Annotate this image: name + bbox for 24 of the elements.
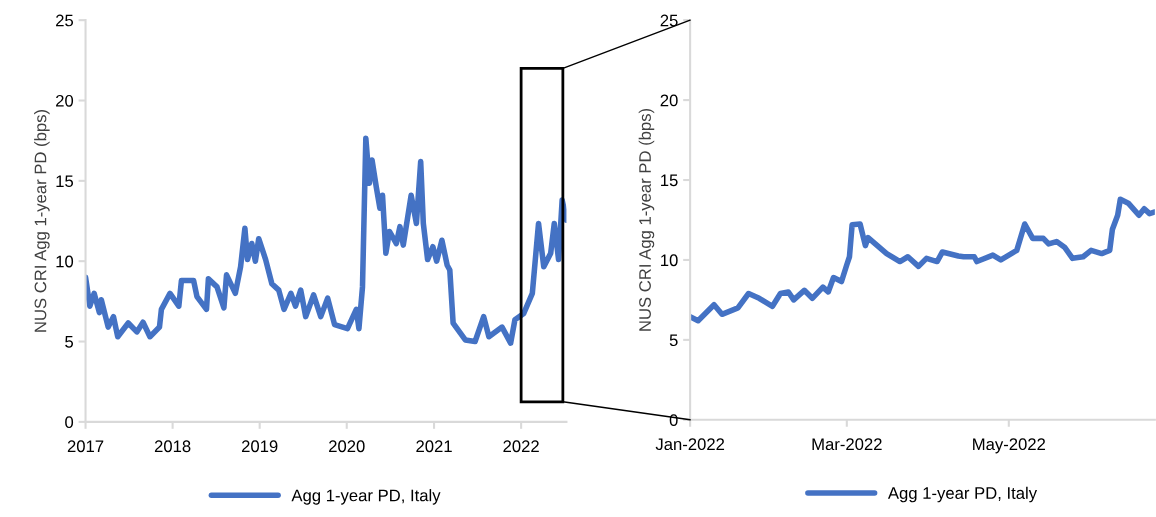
- y-axis-title: NUS CRI Agg 1-year PD (bps): [638, 108, 655, 331]
- x-tick-label: May-2022: [973, 438, 1046, 454]
- y-tick-label: 10: [56, 255, 74, 268]
- legend-label: Agg 1-year PD, Italy: [291, 489, 441, 505]
- x-tick-label: 2022: [503, 440, 539, 453]
- x-tick-label: 2017: [67, 440, 104, 453]
- y-tick-label: 20: [56, 94, 74, 107]
- x-tick-label: 2021: [416, 440, 452, 453]
- legend-label: Agg 1-year PD, Italy: [887, 486, 1038, 503]
- x-tick-label: 2020: [329, 440, 365, 453]
- x-tick-label: 2019: [241, 440, 278, 453]
- y-tick-label: 10: [661, 254, 678, 267]
- y-tick-label: 25: [56, 14, 74, 27]
- x-tick-label: Jan-2022: [655, 438, 725, 451]
- x-tick-label: 2018: [154, 440, 191, 453]
- y-tick-label: 0: [65, 416, 74, 429]
- y-axis-title: NUS CRI Agg 1-year PD (bps): [34, 109, 50, 332]
- y-tick-label: 20: [660, 94, 678, 107]
- y-tick-label: 5: [669, 334, 678, 347]
- x-tick-label: Mar-2022: [812, 438, 882, 451]
- y-tick-label: 25: [660, 14, 678, 27]
- y-tick-label: 15: [661, 174, 678, 187]
- y-tick-label: 15: [56, 175, 74, 188]
- y-tick-label: 5: [65, 336, 74, 348]
